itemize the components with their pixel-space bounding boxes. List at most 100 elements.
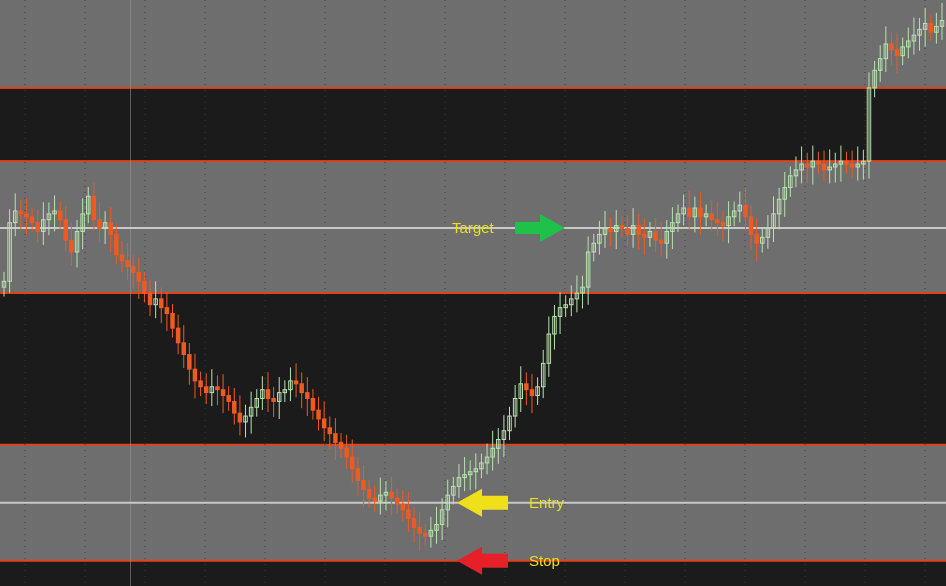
- candle: [490, 430, 495, 471]
- candle: [467, 460, 473, 491]
- candle: [922, 7, 928, 47]
- candle: [636, 214, 641, 250]
- candle-body: [361, 480, 366, 490]
- candle: [344, 434, 349, 469]
- candle-body: [57, 210, 63, 221]
- stop-label: Stop: [529, 553, 560, 570]
- candle: [91, 182, 97, 232]
- candle: [849, 150, 855, 179]
- candle-body: [119, 254, 125, 262]
- candle: [7, 209, 12, 293]
- candle-body: [473, 468, 479, 473]
- candle-body: [911, 34, 917, 42]
- candle: [540, 349, 546, 399]
- candle-body: [731, 210, 737, 218]
- candle-body: [922, 22, 928, 30]
- candle-body: [378, 494, 383, 502]
- candle-body: [192, 368, 198, 382]
- candle: [737, 191, 743, 223]
- candle-body: [383, 491, 389, 496]
- candle-body: [220, 389, 226, 397]
- candle-body: [827, 166, 832, 171]
- candle: [333, 418, 338, 461]
- candle-body: [709, 213, 714, 221]
- candle-body: [838, 160, 844, 165]
- candle: [608, 217, 613, 247]
- candle-body: [647, 230, 653, 238]
- candle-body: [35, 222, 40, 232]
- candle: [664, 220, 670, 259]
- target-annotation: Target: [452, 213, 565, 242]
- candle-body: [524, 383, 529, 391]
- candle: [928, 14, 934, 42]
- candle: [479, 453, 484, 479]
- candle-body: [46, 213, 52, 221]
- candle-body: [41, 219, 46, 232]
- candle-body: [248, 406, 254, 417]
- candle-body: [187, 354, 192, 370]
- candle: [720, 211, 726, 242]
- candle: [731, 201, 737, 227]
- candle-body: [175, 327, 181, 344]
- candle-body: [445, 494, 450, 511]
- candle-body: [434, 523, 439, 531]
- candle-body: [125, 260, 130, 268]
- candle-body: [209, 386, 215, 394]
- candle: [462, 457, 467, 492]
- candle: [613, 210, 619, 250]
- candle: [681, 194, 686, 226]
- candle-body: [91, 195, 97, 221]
- candle: [423, 523, 428, 546]
- candle-body: [400, 503, 406, 511]
- candle: [1, 271, 7, 297]
- candle: [788, 166, 793, 197]
- candle-body: [613, 225, 619, 232]
- candle: [743, 187, 748, 231]
- candle-body: [653, 230, 658, 241]
- candle-body: [816, 160, 821, 165]
- candle: [900, 37, 905, 66]
- candle: [41, 202, 46, 245]
- candle: [361, 464, 366, 507]
- candle: [934, 12, 939, 44]
- candle-body: [675, 213, 681, 224]
- candle: [434, 506, 439, 544]
- candle-body: [226, 395, 231, 402]
- candle: [894, 34, 900, 74]
- candle: [321, 401, 327, 442]
- candle-body: [484, 456, 490, 464]
- candle-body: [338, 441, 344, 449]
- entry-label: Entry: [529, 495, 565, 512]
- candle-body: [760, 236, 765, 244]
- candle-body: [658, 239, 664, 244]
- candle: [29, 207, 35, 233]
- candle: [164, 292, 170, 332]
- candle-body: [321, 418, 327, 429]
- candle: [69, 222, 74, 266]
- candle: [74, 220, 80, 268]
- candle: [456, 464, 462, 498]
- candle: [546, 316, 552, 377]
- candle-body: [12, 210, 18, 224]
- candle: [810, 145, 816, 185]
- candle-body: [411, 518, 417, 528]
- candle-body: [866, 87, 872, 162]
- candle-body: [153, 298, 158, 306]
- candle-body: [24, 213, 29, 218]
- candle-body: [349, 456, 355, 470]
- candle: [86, 186, 91, 224]
- candle-body: [877, 58, 883, 71]
- candle-body: [130, 266, 136, 273]
- candle-body: [540, 362, 546, 388]
- candle: [57, 201, 63, 230]
- candle: [254, 389, 259, 417]
- candle-body: [159, 298, 164, 309]
- candle-body: [698, 207, 703, 218]
- candle: [327, 416, 333, 450]
- candle: [726, 201, 731, 244]
- candle-body: [715, 219, 720, 224]
- candle-body: [389, 491, 394, 499]
- candle-body: [906, 40, 911, 48]
- candle: [147, 279, 153, 317]
- candle-body: [557, 307, 563, 317]
